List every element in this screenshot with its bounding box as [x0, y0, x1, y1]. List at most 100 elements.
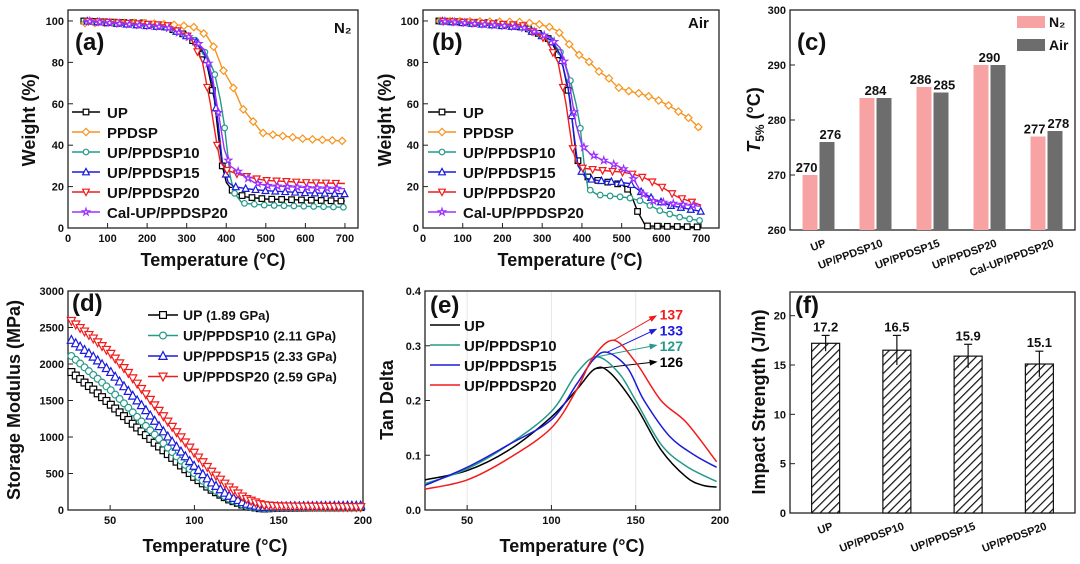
- data-point: [449, 16, 460, 27]
- data-point: [673, 107, 683, 117]
- y-tick-label: 260: [768, 225, 786, 237]
- data-point: [331, 179, 341, 189]
- x-tick-label: 300: [178, 233, 196, 245]
- legend-series-name: UP: [183, 307, 206, 323]
- bar-value-label: 285: [934, 78, 956, 93]
- data-point: [140, 404, 151, 415]
- legend-marker: [82, 148, 90, 156]
- data-point: [576, 124, 584, 132]
- data-point: [149, 401, 160, 412]
- data-point: [280, 202, 288, 210]
- data-point: [270, 202, 278, 209]
- x-tick-label: 50: [104, 515, 116, 527]
- data-point: [92, 354, 103, 365]
- data-point: [162, 430, 173, 441]
- data-point: [124, 18, 135, 29]
- data-point: [75, 340, 86, 351]
- data-point: [84, 15, 96, 27]
- legend-marker: [81, 127, 91, 137]
- data-point: [626, 194, 634, 202]
- data-point: [578, 141, 590, 152]
- data-point: [544, 22, 554, 32]
- data-point: [696, 206, 706, 215]
- legend-swatch: [1017, 16, 1045, 28]
- data-point: [66, 334, 77, 344]
- data-point: [317, 135, 327, 145]
- data-point: [588, 165, 598, 175]
- data-point: [270, 186, 280, 195]
- data-point: [282, 178, 291, 187]
- peak-arrow: [595, 361, 654, 370]
- data-point: [215, 483, 226, 494]
- x-category-label: UP: [809, 238, 827, 255]
- bar-n2: [859, 98, 875, 230]
- y-tick-label: 3000: [40, 286, 64, 298]
- data-point: [79, 344, 90, 354]
- x-tick-label: 0: [420, 233, 426, 245]
- legend-series-name: UP/PPDSP15: [183, 348, 273, 364]
- y-tick-label: 60: [407, 99, 419, 111]
- data-point: [179, 21, 189, 31]
- y-axis-title-c-sub: 5%: [753, 124, 767, 142]
- legend-marker: [436, 206, 448, 217]
- data-point: [171, 441, 182, 451]
- bar-n2: [802, 175, 818, 230]
- arrowhead-icon: [649, 343, 658, 350]
- bar-value-label: 17.2: [813, 319, 838, 334]
- data-point: [158, 425, 169, 436]
- x-axis-title-e: Temperature (°C): [500, 536, 645, 556]
- data-point: [654, 96, 664, 105]
- y-tick-label: 0: [413, 223, 419, 235]
- data-point: [143, 20, 155, 31]
- data-point: [584, 57, 594, 67]
- legend-marker: [438, 108, 446, 116]
- legend-label: UP: [107, 105, 128, 122]
- data-point: [554, 28, 564, 38]
- data-point: [145, 409, 156, 420]
- data-point: [637, 173, 647, 183]
- legend-label: UP/PPDSP10 (2.11 GPa): [183, 328, 336, 344]
- data-point: [564, 39, 574, 49]
- data-point: [158, 412, 169, 422]
- data-point: [123, 385, 134, 396]
- data-point: [588, 150, 600, 161]
- legend-swatch: [1017, 39, 1045, 51]
- y-tick-label: 0.4: [406, 286, 422, 298]
- data-point: [320, 203, 327, 211]
- legend-label: UP/PPDSP15: [107, 165, 200, 182]
- data-point: [193, 464, 204, 475]
- bar-value-label: 16.5: [884, 319, 909, 334]
- data-point: [311, 179, 321, 188]
- data-point: [70, 337, 81, 348]
- arrowhead-icon: [649, 359, 658, 366]
- data-point: [479, 18, 490, 29]
- data-point: [105, 366, 116, 377]
- series-line: [83, 22, 345, 142]
- x-tick-label: 500: [612, 233, 630, 245]
- x-tick-label: 400: [573, 233, 591, 245]
- data-point: [340, 188, 349, 198]
- data-point: [656, 207, 664, 215]
- data-point: [292, 181, 303, 192]
- data-point: [184, 443, 195, 454]
- y-tick-label: 270: [768, 170, 786, 182]
- legend-label: UP/PPDSP10: [107, 145, 200, 162]
- legend-marker: [159, 311, 168, 320]
- data-point: [327, 135, 337, 145]
- y-tick-label: 0: [780, 508, 786, 520]
- x-tick-label: 0: [65, 233, 71, 245]
- data-point: [312, 182, 323, 193]
- data-point: [242, 172, 254, 183]
- data-point: [558, 55, 570, 66]
- x-tick-label: 100: [98, 233, 116, 245]
- peak-arrow: [606, 329, 654, 353]
- peak-arrow: [596, 345, 654, 358]
- y-tick-label: 2000: [40, 359, 64, 371]
- x-tick-label: 700: [336, 233, 354, 245]
- data-point: [209, 42, 219, 52]
- y-tick-label: 100: [401, 16, 419, 28]
- y-tick-label: 10: [774, 409, 786, 421]
- y-tick-label: 1000: [40, 432, 64, 444]
- data-point: [568, 145, 578, 154]
- legend-modulus-note: (2.59 GPa): [273, 370, 337, 385]
